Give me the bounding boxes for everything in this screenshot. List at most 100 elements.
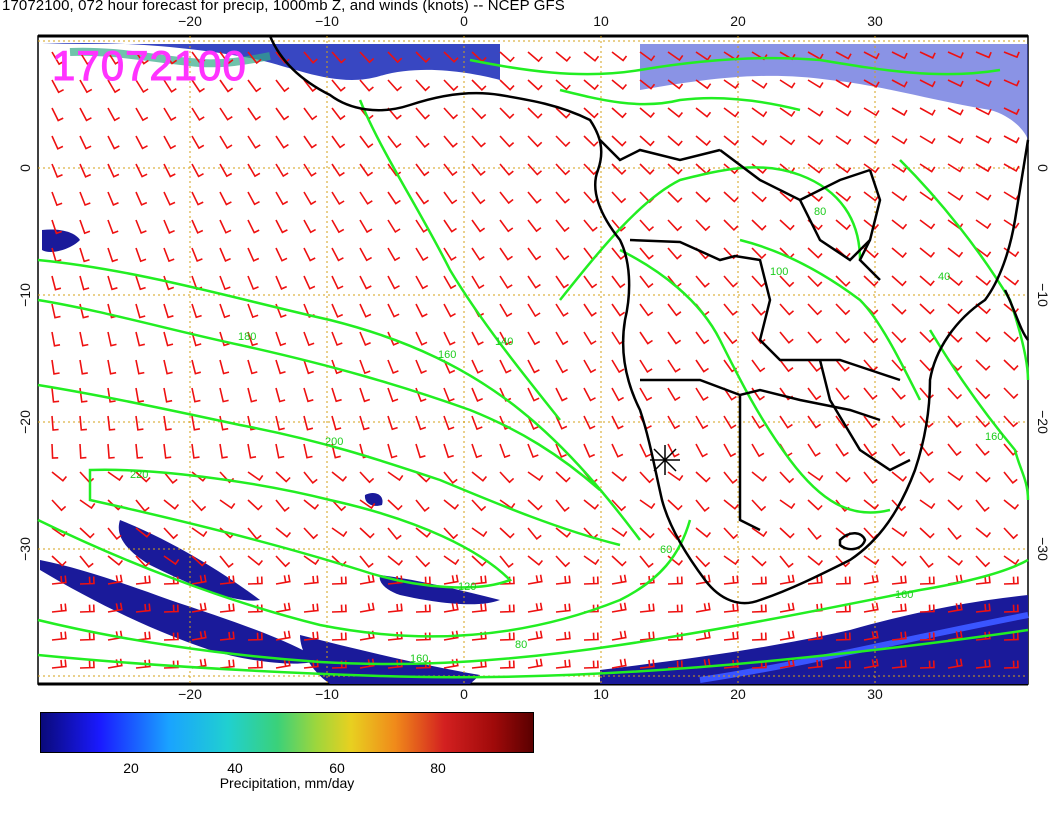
wind-barb-icon [611, 415, 624, 430]
right-lat-labels: 0 −10 −20 −30 [1035, 164, 1051, 561]
wind-barb-icon [303, 555, 320, 566]
wind-barb-icon [807, 359, 822, 373]
location-marker-icon [650, 445, 680, 475]
wind-barb-icon [163, 604, 179, 613]
wind-barb-icon [51, 471, 68, 482]
wind-barb-icon [863, 247, 879, 259]
wind-barb-icon [919, 107, 936, 116]
wind-barb-icon [191, 415, 201, 431]
wind-barb-icon [527, 415, 540, 430]
wind-barb-icon [191, 499, 207, 512]
wind-barb-icon [919, 527, 935, 539]
wind-barb-icon [863, 331, 879, 344]
wind-barb-icon [807, 387, 822, 401]
wind-barb-icon [555, 471, 571, 483]
wind-barb-icon [275, 331, 287, 347]
wind-barb-icon [135, 387, 145, 403]
map-title: 17072100, 072 hour forecast for precip, … [2, 0, 565, 14]
wind-barb-icon [303, 191, 317, 206]
wind-barb-icon [443, 219, 457, 233]
wind-barb-icon [667, 51, 684, 62]
wind-barb-icon [919, 555, 934, 569]
wind-barb-icon [947, 275, 963, 287]
wind-barb-icon [863, 555, 880, 566]
wind-barb-icon [723, 135, 740, 146]
wind-barb-icon [639, 603, 655, 613]
wind-barb-icon [751, 604, 767, 613]
wind-barb-icon [751, 555, 767, 567]
wind-barb-icon [499, 135, 515, 148]
wind-barb-icon [415, 443, 426, 459]
wind-barb-icon [779, 499, 796, 510]
contour-label: 220 [130, 469, 148, 481]
wind-barb-icon [387, 163, 402, 177]
wind-barb-icon [331, 499, 347, 512]
wind-barb-icon [331, 527, 348, 538]
precip-central-africa [640, 44, 1028, 140]
wind-barb-icon [275, 275, 288, 290]
wind-barb-icon [779, 303, 795, 316]
wind-barb-icon [387, 331, 400, 346]
wind-barb-icon [359, 602, 375, 613]
wind-barb-icon [835, 359, 850, 372]
wind-barb-icon [947, 303, 963, 315]
contour-label: 80 [515, 639, 527, 651]
wind-barb-icon [219, 275, 231, 291]
wind-barb-icon [975, 135, 992, 144]
wind-barb-icon [695, 527, 712, 538]
wind-barb-icon [79, 499, 96, 510]
contour-east-2 [928, 329, 1030, 501]
wind-barb-icon [247, 527, 262, 541]
wind-barb-icon [555, 79, 571, 91]
wind-barb-icon [947, 163, 964, 173]
wind-barb-icon [723, 331, 738, 345]
wind-barb-icon [79, 604, 95, 613]
wind-barb-icon [723, 191, 739, 203]
wind-barb-icon [163, 247, 175, 263]
wind-barb-icon [751, 79, 768, 89]
wind-barb-icon [947, 191, 964, 201]
wind-barb-icon [611, 79, 628, 91]
wind-barb-icon [947, 443, 962, 457]
wind-barb-icon [947, 247, 964, 258]
wind-barb-icon [79, 576, 95, 585]
wind-barb-icon [779, 275, 795, 288]
wind-barb-icon [275, 163, 289, 178]
wind-barb-icon [107, 79, 121, 94]
wind-barb-icon [527, 658, 543, 669]
wind-barb-icon [51, 659, 67, 669]
wind-barb-icon [807, 275, 823, 288]
wind-barb-icon [499, 51, 515, 63]
wind-barb-icon [639, 387, 653, 402]
wind-barb-icon [583, 219, 598, 232]
wind-barb-icon [527, 555, 544, 566]
wind-barb-icon [415, 51, 431, 64]
wind-barb-icon [807, 471, 824, 482]
wind-barb-icon [555, 575, 571, 585]
wind-barb-icon [163, 359, 173, 375]
wind-barb-icon [695, 331, 710, 345]
wind-barb-icon [919, 331, 935, 344]
wind-barb-icon [919, 219, 936, 230]
contour-east [899, 159, 1030, 381]
wind-barb-icon [975, 51, 992, 59]
wind-barb-icon [891, 247, 907, 259]
wind-barb-icon [135, 219, 147, 235]
wind-barb-icon [779, 471, 795, 484]
wind-barb-icon [919, 247, 936, 258]
wind-barb-icon [443, 499, 460, 510]
wind-barb-icon [723, 603, 739, 613]
wind-barb-icon [387, 415, 398, 431]
wind-barb-icon [443, 387, 455, 403]
wind-barb-icon [863, 107, 880, 117]
wind-barb-icon [555, 631, 571, 641]
wind-barb-icon [527, 387, 540, 402]
wind-barb-icon [191, 107, 205, 122]
wind-barb-icon [247, 107, 261, 121]
wind-barb-icon [723, 527, 739, 540]
wind-barb-icon [1003, 219, 1020, 229]
wind-barb-icon [415, 555, 431, 568]
wind-barb-icon [975, 275, 992, 286]
wind-barb-icon [807, 303, 823, 316]
wind-barb-icon [303, 415, 314, 431]
